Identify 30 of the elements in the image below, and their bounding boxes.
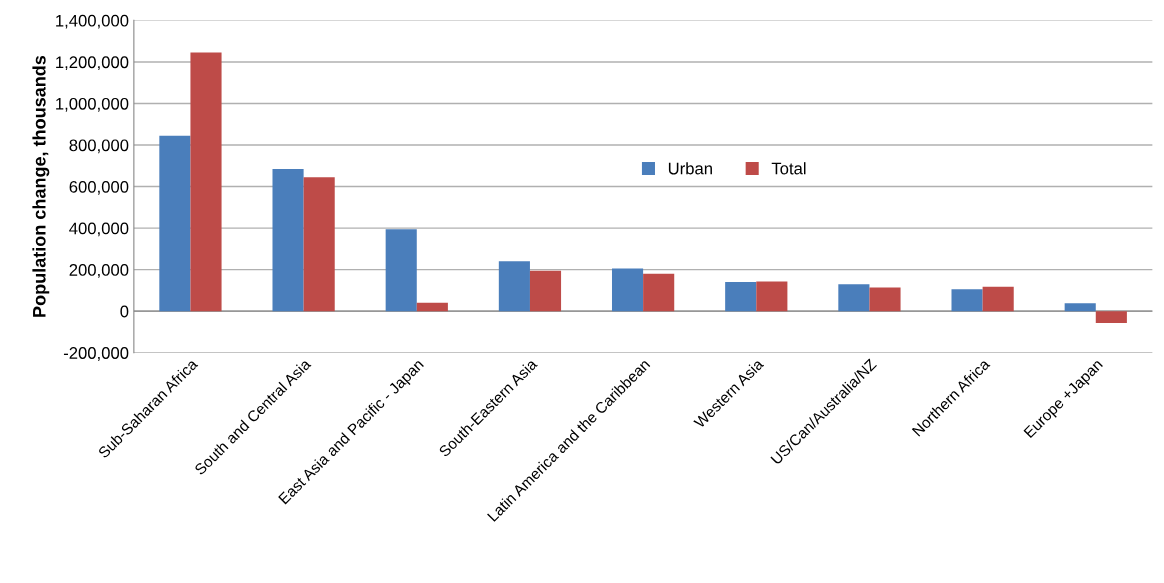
- bar: [643, 273, 675, 312]
- bar: [303, 177, 335, 312]
- bar: [725, 282, 757, 312]
- bar: [756, 281, 788, 312]
- bar: [869, 287, 901, 312]
- bar: [611, 268, 644, 312]
- y-tick-label: 0: [120, 305, 129, 318]
- bar: [272, 168, 304, 312]
- y-tick-label: 400,000: [69, 222, 129, 237]
- legend-label: Total: [771, 162, 806, 175]
- y-tick-label: 200,000: [69, 264, 129, 278]
- bar: [838, 284, 870, 312]
- y-tick-label: 800,000: [69, 139, 129, 154]
- bar: [416, 302, 448, 312]
- bar: [385, 229, 417, 312]
- y-tick-label: 1,200,000: [56, 56, 129, 71]
- bar: [1095, 311, 1127, 324]
- y-tick-label: -200,000: [63, 347, 129, 361]
- bar: [951, 289, 983, 312]
- bar: [190, 52, 222, 312]
- legend-label: Urban: [668, 162, 712, 175]
- y-tick-label: 1,400,000: [56, 14, 129, 29]
- y-axis-title: Population change, thousands: [32, 55, 50, 317]
- bar: [1064, 303, 1096, 312]
- y-tick-label: 600,000: [69, 180, 129, 195]
- bar: [982, 286, 1014, 312]
- bar: [498, 261, 530, 312]
- y-tick-label: 1,000,000: [56, 97, 129, 112]
- bar: [529, 270, 562, 312]
- bar: [159, 135, 191, 312]
